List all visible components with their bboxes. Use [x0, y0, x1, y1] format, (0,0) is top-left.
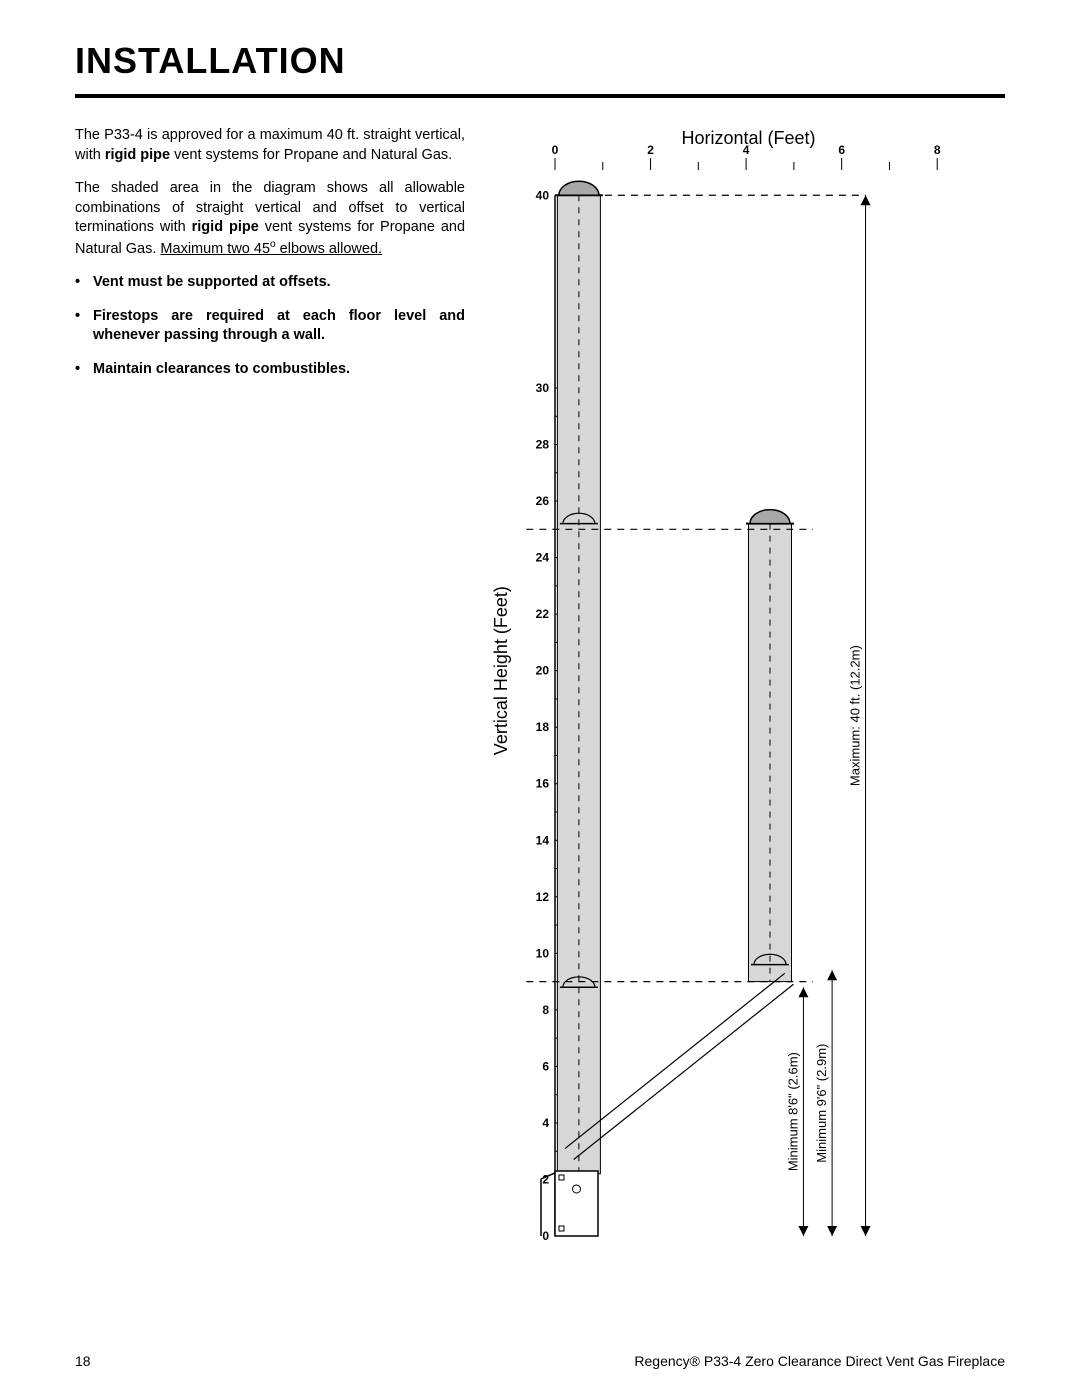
svg-text:6: 6	[542, 1059, 549, 1073]
svg-text:4: 4	[743, 143, 750, 157]
svg-text:8: 8	[934, 143, 941, 157]
bullet-item: Maintain clearances to combustibles.	[93, 360, 465, 380]
footer-product: Regency® P33-4 Zero Clearance Direct Ven…	[634, 1353, 1005, 1369]
title-rule	[75, 94, 1005, 98]
bullet-list: Vent must be supported at offsets. Fires…	[75, 273, 465, 379]
svg-text:22: 22	[536, 607, 550, 621]
svg-text:8: 8	[542, 1003, 549, 1017]
svg-text:4: 4	[542, 1116, 549, 1130]
para2-underlined: Maximum two 45o elbows allowed.	[160, 241, 382, 257]
page-footer: 18 Regency® P33-4 Zero Clearance Direct …	[75, 1353, 1005, 1369]
body-text-column: The P33-4 is approved for a maximum 40 f…	[75, 126, 465, 1246]
paragraph-2: The shaded area in the diagram shows all…	[75, 179, 465, 259]
svg-text:14: 14	[536, 833, 550, 847]
page-number: 18	[75, 1353, 91, 1369]
vent-chart: Horizontal (Feet)02468024681012141618202…	[485, 126, 1005, 1246]
svg-text:40: 40	[536, 188, 550, 202]
svg-text:20: 20	[536, 664, 550, 678]
svg-text:Vertical Height (Feet): Vertical Height (Feet)	[491, 586, 511, 755]
svg-text:16: 16	[536, 777, 550, 791]
svg-text:Minimum 9'6" (2.9m): Minimum 9'6" (2.9m)	[814, 1044, 829, 1163]
svg-text:6: 6	[838, 143, 845, 157]
paragraph-1: The P33-4 is approved for a maximum 40 f…	[75, 126, 465, 165]
svg-text:2: 2	[647, 143, 654, 157]
svg-text:Minimum 8'6" (2.6m): Minimum 8'6" (2.6m)	[785, 1052, 800, 1171]
svg-text:2: 2	[542, 1172, 549, 1186]
chart-container: Horizontal (Feet)02468024681012141618202…	[485, 126, 1005, 1246]
svg-text:0: 0	[552, 143, 559, 157]
page-title: INSTALLATION	[75, 40, 1005, 82]
para1-part-c: vent systems for Propane and Natural Gas…	[170, 147, 452, 163]
svg-text:24: 24	[536, 551, 550, 565]
svg-text:0: 0	[542, 1229, 549, 1243]
svg-text:28: 28	[536, 438, 550, 452]
bullet-item: Firestops are required at each floor lev…	[93, 307, 465, 346]
svg-text:18: 18	[536, 720, 550, 734]
svg-text:10: 10	[536, 946, 550, 960]
svg-text:Maximum: 40 ft. (12.2m): Maximum: 40 ft. (12.2m)	[848, 645, 863, 786]
para1-part-b: rigid pipe	[105, 147, 170, 163]
bullet-item: Vent must be supported at offsets.	[93, 273, 465, 293]
svg-text:30: 30	[536, 381, 550, 395]
para2-part-b: rigid pipe	[192, 219, 259, 235]
svg-text:26: 26	[536, 494, 550, 508]
svg-text:12: 12	[536, 890, 550, 904]
